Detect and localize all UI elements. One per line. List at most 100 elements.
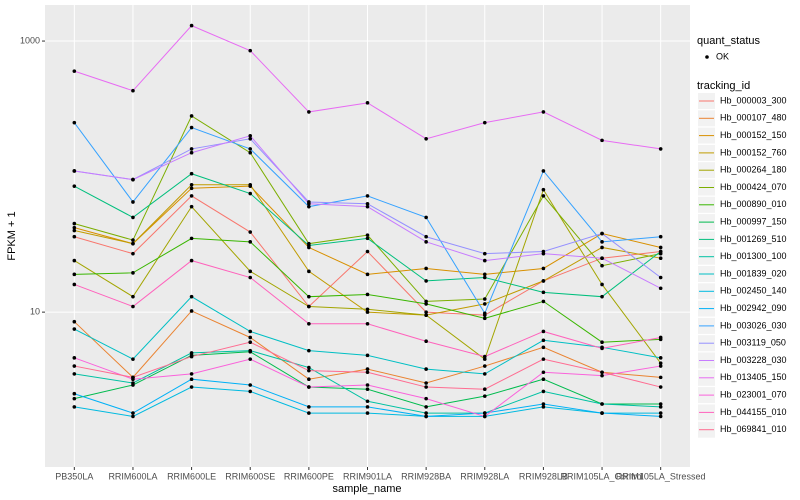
data-point (248, 348, 253, 353)
data-point (424, 385, 428, 389)
legend-label: Hb_001269_510 (720, 234, 787, 244)
data-point (248, 340, 253, 344)
data-point (72, 69, 77, 73)
data-point (541, 389, 546, 394)
data-point (307, 348, 311, 353)
legend-label: OK (716, 51, 729, 61)
data-point (482, 372, 487, 376)
x-tick-label: RRIM928LB (519, 471, 568, 481)
data-point (424, 313, 428, 317)
data-point (541, 405, 546, 409)
data-point (600, 373, 604, 378)
data-point (72, 372, 77, 376)
data-point (131, 241, 135, 246)
data-point (189, 372, 194, 376)
data-point (600, 294, 604, 299)
data-point (482, 120, 487, 125)
data-point (424, 137, 428, 141)
x-tick-label: RRIM600PE (284, 471, 334, 481)
data-point (189, 114, 194, 118)
data-point (131, 251, 135, 256)
data-point (189, 182, 194, 187)
data-point (424, 367, 428, 371)
legend-title: tracking_id (697, 80, 750, 92)
data-point (424, 411, 428, 415)
data-point (424, 215, 428, 220)
data-point (365, 387, 370, 391)
data-point (541, 329, 546, 334)
data-point (600, 370, 604, 375)
data-point (307, 304, 311, 309)
data-point (600, 346, 604, 351)
x-tick-label: RRIM901LA (343, 471, 392, 481)
data-point (248, 230, 253, 234)
legend-label: Hb_000152_150 (720, 130, 787, 140)
data-point (658, 405, 663, 409)
data-point (541, 251, 546, 256)
data-point (541, 345, 546, 350)
data-point (600, 231, 604, 236)
y-axis-title: FPKM + 1 (6, 211, 18, 260)
data-point (131, 215, 135, 220)
data-point (307, 243, 311, 248)
data-point (72, 405, 77, 409)
legend-label: Hb_000997_150 (720, 216, 787, 226)
data-point (72, 258, 77, 263)
data-point (600, 256, 604, 260)
data-point (600, 138, 604, 143)
data-point (189, 354, 194, 359)
data-point (658, 245, 663, 250)
data-point (131, 357, 135, 361)
data-point (600, 240, 604, 244)
data-point (189, 147, 194, 151)
data-point (365, 204, 370, 209)
legend-label: Hb_002450_140 (720, 286, 787, 296)
data-point (541, 377, 546, 381)
data-point (658, 147, 663, 151)
data-point (482, 272, 487, 277)
data-point (248, 240, 253, 244)
data-point (424, 299, 428, 304)
data-point (541, 279, 546, 283)
data-point (307, 269, 311, 274)
data-point (424, 302, 428, 306)
data-point (541, 357, 546, 361)
x-axis-title: sample_name (332, 483, 401, 495)
data-point (482, 258, 487, 263)
data-point (189, 294, 194, 299)
data-point (482, 364, 487, 368)
data-point (72, 282, 77, 287)
data-point (365, 233, 370, 237)
data-point (365, 399, 370, 404)
data-point (658, 375, 663, 380)
data-point (189, 23, 194, 28)
data-point (424, 414, 428, 419)
legend-label: Hb_002942_090 (720, 303, 787, 313)
data-point (189, 194, 194, 198)
data-point (541, 299, 546, 304)
data-point (131, 238, 135, 242)
legend-label: Hb_000424_070 (720, 182, 787, 192)
legend-label: Hb_000003_300 (720, 95, 787, 105)
data-point (658, 361, 663, 365)
legend-label: Hb_000107_480 (720, 113, 787, 123)
data-point (307, 110, 311, 114)
data-point (424, 234, 428, 239)
x-tick-label: RRIM105LA_Control (561, 471, 644, 481)
data-point (248, 389, 253, 394)
data-point (307, 368, 311, 373)
data-point (541, 266, 546, 271)
data-point (131, 294, 135, 299)
legend-label: Hb_003119_050 (720, 338, 786, 348)
legend-label: Hb_023001_070 (720, 389, 787, 399)
data-point (131, 411, 135, 415)
data-point (72, 169, 77, 173)
data-point (365, 405, 370, 409)
data-point (541, 290, 546, 295)
data-point (248, 191, 253, 196)
data-point (658, 249, 663, 254)
data-point (248, 182, 253, 187)
data-point (307, 365, 311, 370)
data-point (189, 171, 194, 176)
data-point (72, 234, 77, 239)
